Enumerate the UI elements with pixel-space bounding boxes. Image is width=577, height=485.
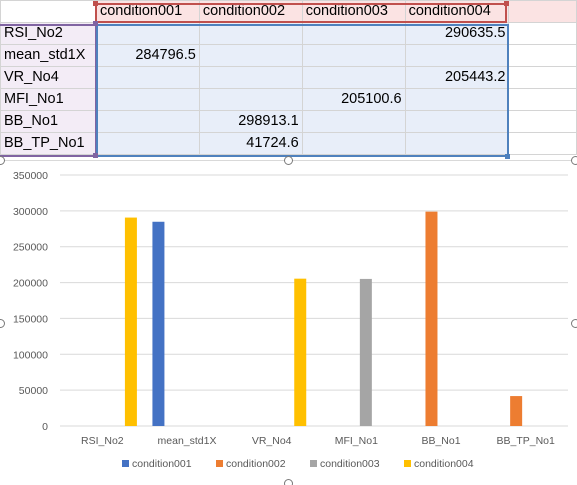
bar-condition003 [359,278,372,426]
table-row: VR_No4 205443.2 [0,66,577,89]
value-cell[interactable]: 41724.6 [198,132,303,155]
bar-condition002 [425,211,438,426]
range-handle[interactable] [504,1,509,6]
value-cell[interactable] [301,22,406,45]
table-row: MFI_No1 205100.6 [0,88,577,111]
resize-handle-right[interactable] [571,319,577,328]
header-cell[interactable]: condition002 [198,0,303,23]
value-cell[interactable]: 284796.5 [95,44,200,67]
value-cell[interactable]: 298913.1 [198,110,303,133]
bar-condition001 [152,221,165,426]
row-label-cell[interactable]: VR_No4 [0,66,97,89]
range-handle[interactable] [505,154,510,159]
empty-cell[interactable] [508,88,577,111]
resize-handle-bottom[interactable] [284,479,293,485]
legend-swatch [216,460,223,467]
value-cell[interactable] [95,88,200,111]
range-handle[interactable] [93,153,98,158]
resize-handle-top-right[interactable] [571,156,577,165]
resize-handle-left[interactable] [0,319,5,328]
y-tick-label: 150000 [13,313,48,325]
y-tick-label: 300000 [13,206,48,218]
range-handle[interactable] [93,1,98,6]
x-category-label: RSI_No2 [81,435,124,447]
legend-label: condition003 [320,458,380,470]
legend-swatch [310,460,317,467]
header-row: condition001 condition002 condition003 c… [0,0,577,23]
legend-label: condition004 [414,458,474,470]
empty-cell[interactable] [508,66,577,89]
y-tick-label: 350000 [13,170,48,182]
legend-label: condition001 [132,458,192,470]
value-cell[interactable] [198,44,303,67]
y-tick-label: 0 [42,421,48,433]
value-cell[interactable] [404,44,510,67]
bar-condition002 [510,396,523,426]
empty-cell[interactable] [508,110,577,133]
value-cell[interactable] [301,132,406,155]
value-cell[interactable]: 290635.5 [404,22,510,45]
y-tick-label: 200000 [13,278,48,290]
row-label-cell[interactable]: BB_No1 [0,110,97,133]
value-cell[interactable] [95,110,200,133]
empty-cell[interactable] [508,44,577,67]
value-cell[interactable] [404,88,510,111]
empty-cell[interactable] [508,22,577,45]
x-category-label: mean_std1X [158,435,217,447]
x-category-label: BB_No1 [421,435,460,447]
table-row: BB_No1 298913.1 [0,110,577,133]
legend-swatch [404,460,411,467]
resize-handle-top[interactable] [284,156,293,165]
table-row: mean_std1X 284796.5 [0,44,577,67]
value-cell[interactable]: 205443.2 [404,66,510,89]
value-cell[interactable] [404,110,510,133]
bar-chart: 0 50000 100000 150000 200000 250000 300000 3500… [13,170,568,470]
table-row: BB_TP_No1 41724.6 [0,132,577,155]
header-cell[interactable]: condition001 [95,0,200,23]
value-cell[interactable] [198,66,303,89]
x-category-label: VR_No4 [252,435,292,447]
data-table: condition001 condition002 condition003 c… [0,0,577,155]
table-row: RSI_No2 290635.5 [0,22,577,45]
row-label-cell[interactable]: MFI_No1 [0,88,97,111]
resize-handle-top-left[interactable] [0,156,5,165]
chart-object[interactable]: 0 50000 100000 150000 200000 250000 300000 3500… [0,156,577,485]
bar-condition004 [294,278,307,426]
y-tick-label: 250000 [13,242,48,254]
empty-cell[interactable] [508,0,577,23]
y-tick-label: 50000 [19,385,48,397]
value-cell[interactable] [301,66,406,89]
row-label-cell[interactable]: mean_std1X [0,44,97,67]
row-label-cell[interactable]: RSI_No2 [0,22,97,45]
value-cell[interactable] [301,44,406,67]
value-cell[interactable] [198,88,303,111]
y-tick-label: 100000 [13,349,48,361]
value-cell[interactable] [95,66,200,89]
value-cell[interactable]: 205100.6 [301,88,406,111]
value-cell[interactable] [95,22,200,45]
value-cell[interactable] [404,132,510,155]
x-category-label: MFI_No1 [335,435,378,447]
header-cell[interactable]: condition004 [404,0,510,23]
spreadsheet-grid: condition001 condition002 condition003 c… [0,0,577,160]
corner-cell[interactable] [0,0,97,23]
legend-label: condition002 [226,458,286,470]
row-label-cell[interactable]: BB_TP_No1 [0,132,97,155]
value-cell[interactable] [95,132,200,155]
empty-cell[interactable] [508,132,577,155]
legend-swatch [122,460,129,467]
value-cell[interactable] [198,22,303,45]
range-handle[interactable] [93,21,98,26]
header-cell[interactable]: condition003 [301,0,406,23]
bar-condition004 [124,217,137,426]
x-category-label: BB_TP_No1 [496,435,555,447]
value-cell[interactable] [301,110,406,133]
